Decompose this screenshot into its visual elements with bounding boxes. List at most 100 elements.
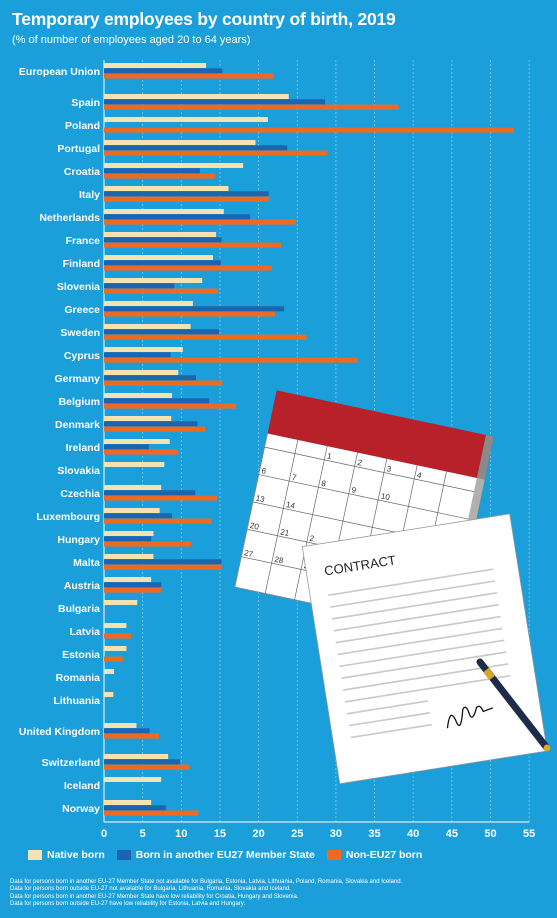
- category-label: Lithuania: [53, 695, 100, 707]
- category-label: United Kingdom: [19, 726, 100, 738]
- bar-native: [104, 692, 114, 697]
- bar-eu27: [104, 759, 180, 765]
- category-label: Cyprus: [64, 350, 100, 362]
- category-label: Italy: [79, 189, 100, 201]
- bar-noneu: [104, 380, 223, 386]
- bar-noneu: [104, 73, 274, 79]
- legend-label-noneu: Non-EU27 born: [345, 849, 423, 861]
- bar-native: [104, 278, 203, 283]
- legend-swatch-noneu: [326, 850, 341, 860]
- legend-swatch-eu27: [116, 850, 131, 860]
- bar-native: [104, 186, 229, 191]
- bar-noneu: [104, 587, 162, 593]
- category-label: Denmark: [55, 419, 100, 431]
- bar-native: [104, 800, 152, 805]
- bar-noneu: [104, 564, 222, 570]
- bar-noneu: [104, 288, 218, 294]
- x-tick-label: 35: [368, 828, 380, 840]
- x-tick-label: 45: [446, 828, 458, 840]
- bar-native: [104, 94, 289, 99]
- legend-item-eu27: Born in another EU27 Member State: [116, 849, 315, 861]
- bar-eu27: [104, 536, 152, 542]
- chart-legend: Native born Born in another EU27 Member …: [28, 849, 434, 861]
- chart-title: Temporary employees by country of birth,…: [12, 9, 396, 29]
- bar-native: [104, 485, 162, 490]
- bar-eu27: [104, 99, 326, 105]
- category-label: Austria: [64, 580, 100, 592]
- bar-native: [104, 777, 162, 782]
- bar-eu27: [104, 168, 200, 174]
- bar-eu27: [104, 191, 269, 197]
- bar-eu27: [104, 352, 171, 358]
- bar-native: [104, 255, 213, 260]
- bar-native: [104, 577, 152, 582]
- legend-swatch-native: [28, 850, 42, 860]
- category-label: France: [66, 235, 101, 247]
- x-tick-label: 50: [484, 828, 496, 840]
- bar-noneu: [104, 764, 190, 770]
- bar-noneu: [104, 403, 237, 409]
- x-tick-label: 0: [101, 828, 107, 840]
- x-tick-label: 40: [407, 828, 419, 840]
- category-label: Switzerland: [42, 757, 100, 769]
- bar-noneu: [104, 334, 307, 340]
- category-label: Finland: [63, 258, 100, 270]
- category-label: Luxembourg: [36, 511, 100, 523]
- bar-noneu: [104, 196, 269, 202]
- bar-noneu: [104, 633, 132, 639]
- bar-native: [104, 393, 173, 398]
- category-label: Norway: [62, 803, 100, 815]
- bar-native: [104, 554, 154, 559]
- bar-native: [104, 347, 183, 352]
- bar-native: [104, 508, 160, 513]
- category-label: European Union: [19, 66, 100, 78]
- bar-native: [104, 623, 127, 628]
- bar-eu27: [104, 260, 221, 266]
- category-label: Latvia: [70, 626, 101, 638]
- bar-noneu: [104, 173, 216, 179]
- bar-eu27: [104, 375, 196, 381]
- legend-label-eu27: Born in another EU27 Member State: [135, 849, 315, 861]
- bar-noneu: [104, 357, 358, 363]
- bar-noneu: [104, 150, 328, 156]
- bar-noneu: [104, 518, 212, 524]
- bar-native: [104, 723, 137, 728]
- category-label: Poland: [65, 120, 100, 132]
- x-tick-label: 5: [140, 828, 146, 840]
- bar-eu27: [104, 237, 222, 243]
- bar-native: [104, 370, 179, 375]
- bar-noneu: [104, 219, 296, 225]
- bar-native: [104, 462, 165, 467]
- bar-native: [104, 531, 154, 536]
- category-label: Belgium: [59, 396, 100, 408]
- legend-item-native: Native born: [28, 849, 105, 861]
- bar-native: [104, 63, 207, 68]
- bar-noneu: [104, 426, 206, 432]
- x-tick-label: 25: [291, 828, 303, 840]
- category-label: Slovenia: [57, 281, 100, 293]
- bar-noneu: [104, 656, 124, 662]
- bar-noneu: [104, 311, 275, 317]
- bar-eu27: [104, 559, 222, 565]
- x-tick-label: 10: [175, 828, 187, 840]
- bar-noneu: [104, 127, 514, 133]
- bar-noneu: [104, 495, 217, 501]
- bar-native: [104, 669, 115, 674]
- category-label: Croatia: [64, 166, 100, 178]
- x-tick-label: 30: [330, 828, 342, 840]
- legend-label-native: Native born: [47, 849, 105, 861]
- bar-native: [104, 140, 256, 145]
- bar-native: [104, 232, 217, 237]
- footnotes: Data for persons born in another EU-27 M…: [10, 879, 402, 908]
- bar-noneu: [104, 242, 282, 248]
- legend-item-noneu: Non-EU27 born: [326, 849, 423, 861]
- bar-native: [104, 324, 191, 329]
- bar-noneu: [104, 810, 199, 816]
- bar-eu27: [104, 490, 196, 496]
- footnote: Data for persons born in another EU-27 M…: [10, 893, 299, 900]
- x-tick-label: 20: [252, 828, 264, 840]
- bar-eu27: [104, 306, 285, 312]
- bar-eu27: [104, 214, 251, 220]
- x-tick-label: 15: [214, 828, 226, 840]
- category-label: Germany: [54, 373, 100, 385]
